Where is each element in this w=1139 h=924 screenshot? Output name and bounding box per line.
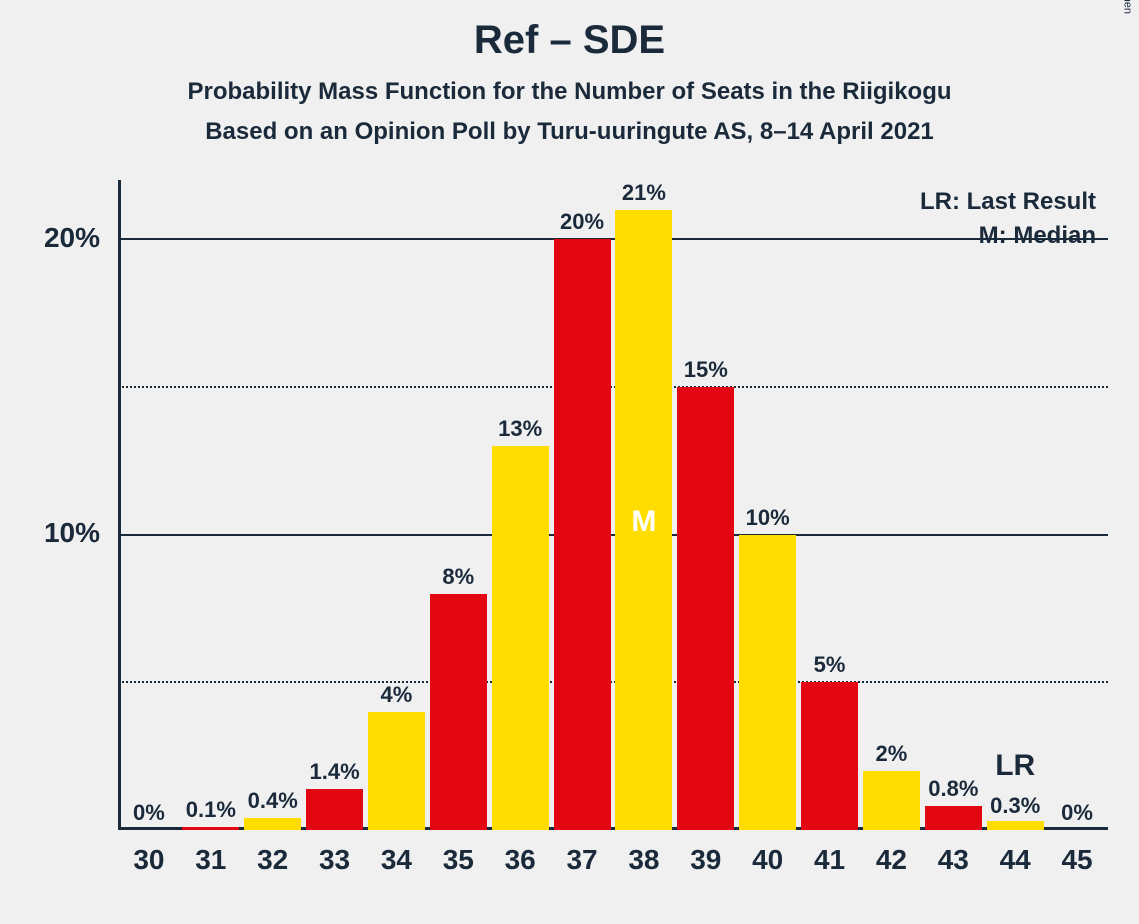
bar-value-label: 1.4%	[295, 759, 375, 785]
bar	[677, 387, 734, 830]
bar-value-label: 0.4%	[233, 788, 313, 814]
bar-value-label: 4%	[356, 682, 436, 708]
last-result-marker: LR	[975, 749, 1055, 783]
plot-area: 10%20%0%300.1%310.4%321.4%334%348%3513%3…	[118, 180, 1108, 830]
y-tick-label: 20%	[0, 222, 100, 254]
chart-subtitle-1: Probability Mass Function for the Number…	[0, 78, 1139, 106]
bar	[244, 818, 301, 830]
gridline-minor	[118, 386, 1108, 388]
bar-value-label: 10%	[728, 505, 808, 531]
bar	[987, 821, 1044, 830]
y-axis	[118, 180, 121, 830]
bar	[801, 682, 858, 830]
legend-last-result: LR: Last Result	[118, 188, 1096, 216]
bar-value-label: 5%	[790, 652, 870, 678]
copyright-text: © 2021 Filip van Laenen	[1121, 0, 1133, 14]
bar	[182, 827, 239, 830]
median-marker: M	[615, 505, 672, 539]
bar-value-label: 2%	[851, 741, 931, 767]
bar	[430, 594, 487, 830]
bar	[368, 712, 425, 830]
gridline-minor	[118, 681, 1108, 683]
legend-median: M: Median	[118, 222, 1096, 250]
bar	[925, 806, 982, 830]
bar	[863, 771, 920, 830]
chart-subtitle-2: Based on an Opinion Poll by Turu-uuringu…	[0, 118, 1139, 146]
bar	[739, 535, 796, 830]
chart-title: Ref – SDE	[0, 18, 1139, 63]
bar	[492, 446, 549, 830]
bar-value-label: 8%	[418, 564, 498, 590]
bar	[306, 789, 363, 830]
gridline-major	[118, 534, 1108, 536]
x-tick-label: 45	[1037, 844, 1117, 876]
y-tick-label: 10%	[0, 517, 100, 549]
bar-value-label: 13%	[480, 416, 560, 442]
bar-value-label: 15%	[666, 357, 746, 383]
bar	[554, 239, 611, 830]
chart-container: Ref – SDE Probability Mass Function for …	[0, 0, 1139, 924]
bar-value-label: 0%	[1037, 800, 1117, 826]
